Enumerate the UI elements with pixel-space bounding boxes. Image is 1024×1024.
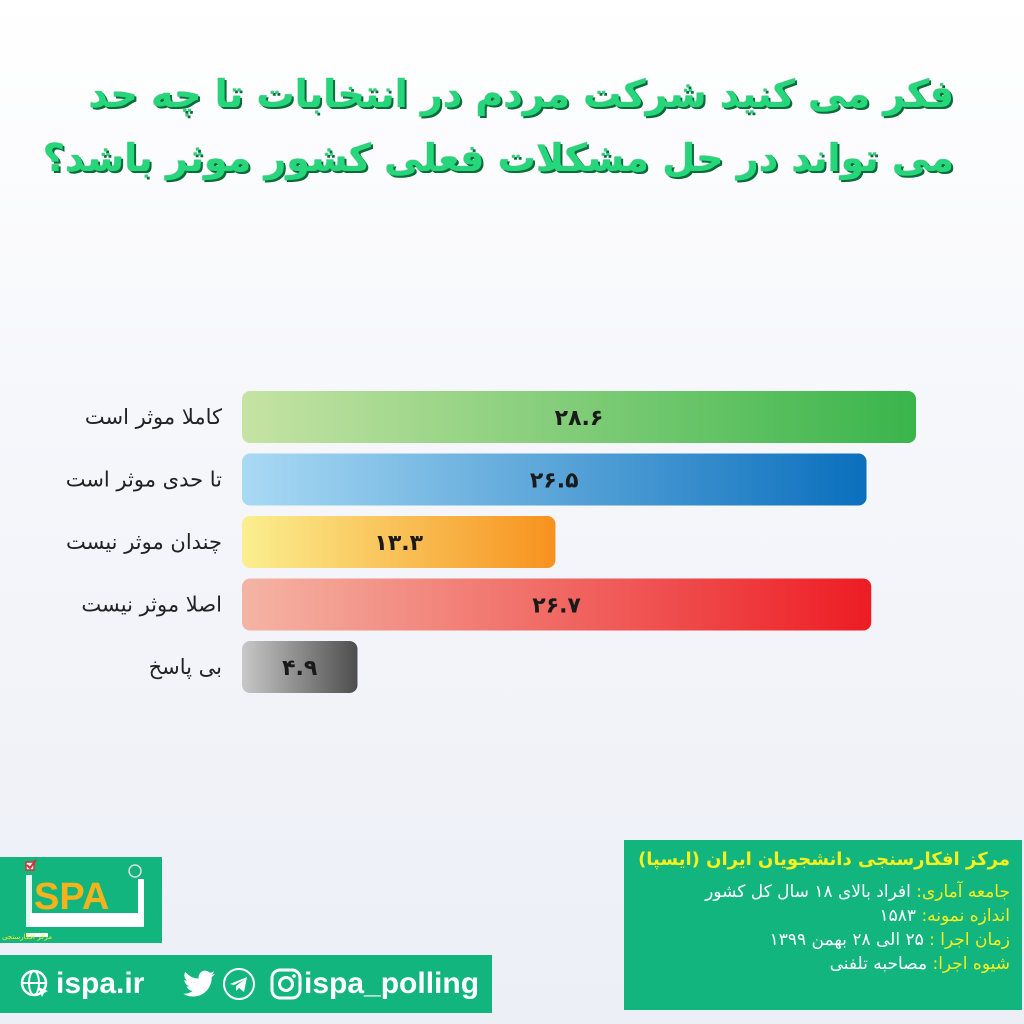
category-label: تا حدی موثر است	[66, 468, 222, 492]
title-line-2: می تواند در حل مشکلات فعلی کشور موثر باش…	[42, 136, 954, 180]
website-link[interactable]: ispa.ir	[56, 967, 145, 1000]
category-label: چندان موثر نیست	[66, 530, 222, 554]
category-label: اصلا موثر نیست	[81, 593, 222, 617]
chart-title: فکر می کنید شرکت مردم در انتخابات تا چه …	[42, 62, 954, 190]
svg-text:SPA: SPA	[34, 876, 109, 918]
info-row: جامعه آماری: افراد بالای ۱۸ سال کل کشور	[705, 882, 1010, 902]
value-label: ۲۶.۷	[532, 594, 581, 619]
survey-info-box: مرکز افکارسنجی دانشجویان ایران (ایسپا) ج…	[624, 840, 1022, 1010]
title-line-1: فکر می کنید شرکت مردم در انتخابات تا چه …	[88, 72, 954, 116]
twitter-icon[interactable]	[183, 970, 215, 998]
instagram-icon[interactable]	[270, 968, 302, 1000]
bar	[242, 516, 556, 568]
social-bar: ispa.ir ispa_polling	[0, 955, 492, 1013]
category-label: کاملا موثر است	[85, 405, 222, 429]
instagram-handle[interactable]: ispa_polling	[304, 967, 480, 1000]
value-label: ۲۶.۵	[530, 469, 579, 494]
bar	[242, 641, 358, 693]
value-label: ۱۳.۳	[374, 531, 423, 556]
bar	[242, 453, 867, 506]
bar-chart: ۲۸.۶ کاملا موثر است ۲۶.۵ تا حدی موثر است ۱۳.…	[66, 391, 916, 693]
info-row: زمان اجرا : ۲۵ الی ۲۸ بهمن ۱۳۹۹	[769, 930, 1010, 950]
info-row: اندازه نمونه: ۱۵۸۳	[879, 906, 1010, 926]
bar	[242, 391, 916, 443]
svg-text:مرکز افکارسنجی دانشجویان ایران: مرکز افکارسنجی دانشجویان ایران	[0, 933, 52, 941]
value-label: ۴.۹	[282, 656, 317, 681]
value-label: ۲۸.۶	[555, 406, 604, 431]
category-label: بی پاسخ	[149, 655, 222, 679]
ispa-logo: SPA مرکز افکارسنجی دانشجویان ایران	[0, 857, 162, 943]
info-heading: مرکز افکارسنجی دانشجویان ایران (ایسپا)	[638, 849, 1010, 870]
info-row: شیوه اجرا: مصاحبه تلفنی	[829, 954, 1010, 974]
telegram-icon[interactable]	[222, 967, 256, 1001]
bar	[242, 578, 872, 631]
globe-icon	[20, 969, 48, 997]
